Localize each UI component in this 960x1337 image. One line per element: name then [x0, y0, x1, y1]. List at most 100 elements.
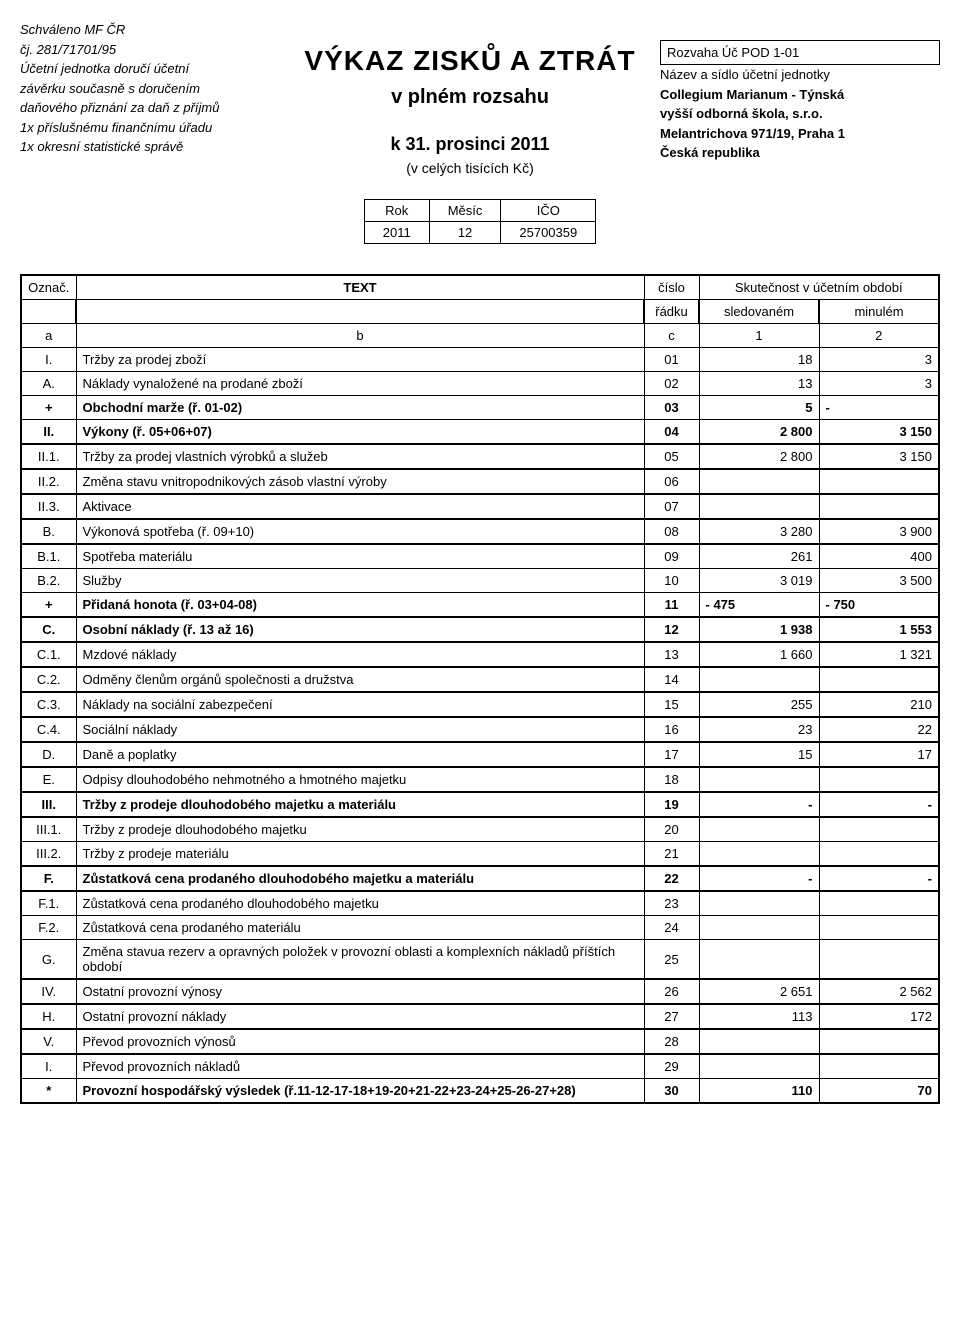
- row-val-current: [699, 817, 819, 842]
- row-val-current: 1 660: [699, 642, 819, 667]
- main-thead: Označ. TEXT číslo Skutečnost v účetním o…: [21, 275, 939, 348]
- row-mark: III.: [21, 792, 76, 817]
- row-mark: C.1.: [21, 642, 76, 667]
- row-num: 01: [644, 348, 699, 372]
- row-val-previous: -: [819, 396, 939, 420]
- th-min: minulém: [819, 300, 939, 324]
- row-val-previous: 3: [819, 348, 939, 372]
- row-num: 03: [644, 396, 699, 420]
- table-row: V.Převod provozních výnosů28: [21, 1029, 939, 1054]
- meta-h1: Rok: [364, 200, 429, 222]
- th-1: 1: [699, 324, 819, 348]
- row-mark: D.: [21, 742, 76, 767]
- row-val-previous: [819, 842, 939, 867]
- table-row: H.Ostatní provozní náklady27113172: [21, 1004, 939, 1029]
- row-val-current: 13: [699, 372, 819, 396]
- row-text: Zůstatková cena prodaného dlouhodobého m…: [76, 891, 644, 916]
- row-val-current: 255: [699, 692, 819, 717]
- row-num: 06: [644, 469, 699, 494]
- row-num: 22: [644, 866, 699, 891]
- sp2: [76, 300, 644, 324]
- row-num: 05: [644, 444, 699, 469]
- doc-sub2: k 31. prosinci 2011: [290, 131, 650, 158]
- row-num: 08: [644, 519, 699, 544]
- row-num: 09: [644, 544, 699, 569]
- th-c: c: [644, 324, 699, 348]
- row-val-previous: 3 500: [819, 569, 939, 593]
- row-val-current: [699, 891, 819, 916]
- row-num: 15: [644, 692, 699, 717]
- row-num: 20: [644, 817, 699, 842]
- table-row: F.1.Zůstatková cena prodaného dlouhodobé…: [21, 891, 939, 916]
- hl1: Schváleno MF ČR: [20, 20, 280, 40]
- row-val-previous: 3 150: [819, 420, 939, 445]
- row-val-current: 5: [699, 396, 819, 420]
- row-val-previous: 400: [819, 544, 939, 569]
- row-val-previous: [819, 1029, 939, 1054]
- meta-header-row: Rok Měsíc IČO: [364, 200, 595, 222]
- table-row: III.Tržby z prodeje dlouhodobého majetku…: [21, 792, 939, 817]
- table-row: C.4.Sociální náklady162322: [21, 717, 939, 742]
- row-val-current: 3 280: [699, 519, 819, 544]
- row-text: Přidaná honota (ř. 03+04-08): [76, 593, 644, 618]
- th-2: 2: [819, 324, 939, 348]
- table-row: C.3.Náklady na sociální zabezpečení15255…: [21, 692, 939, 717]
- row-val-current: 3 019: [699, 569, 819, 593]
- table-row: II.Výkony (ř. 05+06+07)042 8003 150: [21, 420, 939, 445]
- row-mark: +: [21, 593, 76, 618]
- row-val-current: [699, 1029, 819, 1054]
- row-mark: III.2.: [21, 842, 76, 867]
- table-row: III.2.Tržby z prodeje materiálu21: [21, 842, 939, 867]
- row-val-previous: 172: [819, 1004, 939, 1029]
- meta-h2: Měsíc: [429, 200, 501, 222]
- row-text: Osobní náklady (ř. 13 až 16): [76, 617, 644, 642]
- row-text: Ostatní provozní výnosy: [76, 979, 644, 1004]
- row-val-current: -: [699, 792, 819, 817]
- row-val-current: [699, 469, 819, 494]
- row-val-previous: [819, 767, 939, 792]
- main-table: Označ. TEXT číslo Skutečnost v účetním o…: [20, 274, 940, 1104]
- row-text: Zůstatková cena prodaného materiálu: [76, 916, 644, 940]
- row-num: 14: [644, 667, 699, 692]
- row-mark: V.: [21, 1029, 76, 1054]
- row-mark: I.: [21, 1054, 76, 1079]
- table-row: B.2.Služby103 0193 500: [21, 569, 939, 593]
- hr3: vyšší odborná škola, s.r.o.: [660, 104, 940, 124]
- row-text: Změna stavu vnitropodnikových zásob vlas…: [76, 469, 644, 494]
- thead-row3: a b c 1 2: [21, 324, 939, 348]
- row-mark: F.2.: [21, 916, 76, 940]
- hl2: čj. 281/71701/95: [20, 40, 280, 60]
- th-b: b: [76, 324, 644, 348]
- row-text: Služby: [76, 569, 644, 593]
- row-text: Tržby z prodeje materiálu: [76, 842, 644, 867]
- table-row: E.Odpisy dlouhodobého nehmotného a hmotn…: [21, 767, 939, 792]
- hc-spacer2: [290, 112, 650, 132]
- row-mark: C.3.: [21, 692, 76, 717]
- hl7: 1x okresní statistické správě: [20, 137, 280, 157]
- hr5: Česká republika: [660, 143, 940, 163]
- row-num: 23: [644, 891, 699, 916]
- row-text: Náklady na sociální zabezpečení: [76, 692, 644, 717]
- row-val-current: 2 800: [699, 444, 819, 469]
- row-val-current: [699, 767, 819, 792]
- table-row: II.1.Tržby za prodej vlastních výrobků a…: [21, 444, 939, 469]
- row-val-previous: 22: [819, 717, 939, 742]
- row-text: Obchodní marže (ř. 01-02): [76, 396, 644, 420]
- row-val-current: 15: [699, 742, 819, 767]
- table-row: A.Náklady vynaložené na prodané zboží021…: [21, 372, 939, 396]
- row-val-current: [699, 940, 819, 980]
- row-text: Daně a poplatky: [76, 742, 644, 767]
- row-text: Spotřeba materiálu: [76, 544, 644, 569]
- table-row: C.Osobní náklady (ř. 13 až 16)121 9381 5…: [21, 617, 939, 642]
- row-num: 04: [644, 420, 699, 445]
- table-row: F.2.Zůstatková cena prodaného materiálu2…: [21, 916, 939, 940]
- row-num: 11: [644, 593, 699, 618]
- row-mark: G.: [21, 940, 76, 980]
- row-text: Tržby za prodej zboží: [76, 348, 644, 372]
- row-mark: B.2.: [21, 569, 76, 593]
- hl6: 1x příslušnému finančnímu úřadu: [20, 118, 280, 138]
- doc-sub3: (v celých tisících Kč): [290, 158, 650, 179]
- row-val-current: [699, 916, 819, 940]
- row-val-current: -: [699, 866, 819, 891]
- row-num: 29: [644, 1054, 699, 1079]
